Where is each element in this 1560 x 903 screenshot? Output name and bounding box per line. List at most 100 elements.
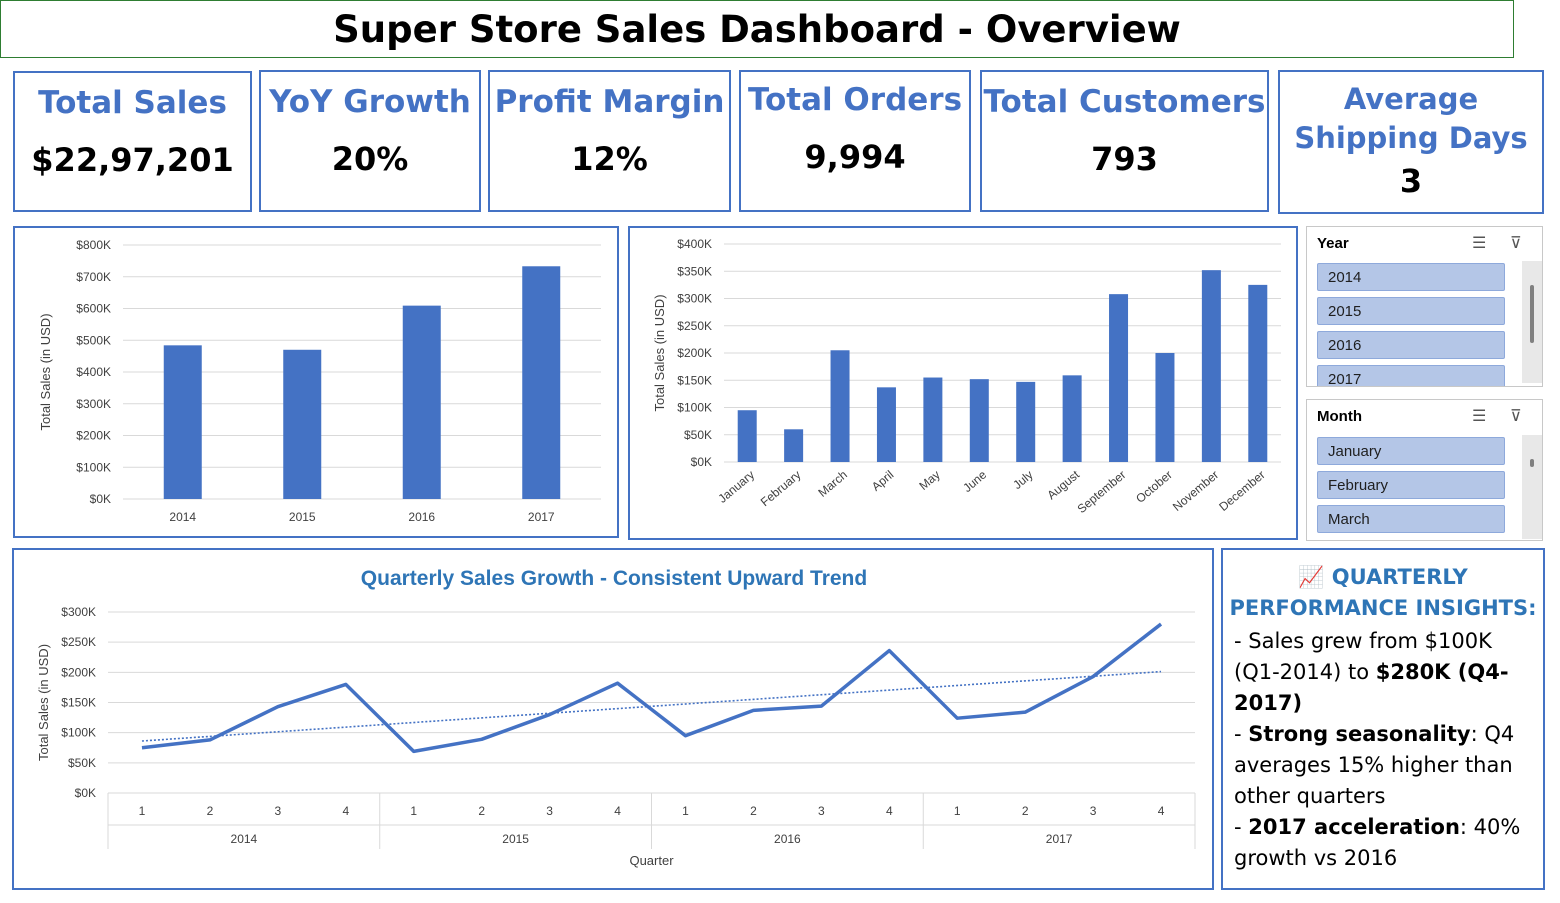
year-slicer-scrollbar[interactable] [1522, 261, 1542, 383]
x-tick-label: 2 [1022, 804, 1029, 818]
quarterly-sales-chart: Quarterly Sales Growth - Consistent Upwa… [36, 567, 1196, 868]
insight-bold: 2017 acceleration [1248, 815, 1460, 839]
insights-heading-text: QUARTERLY PERFORMANCE INSIGHTS: [1229, 565, 1537, 620]
y-tick-label: $100K [61, 726, 96, 740]
x-tick-label: 1 [410, 804, 417, 818]
x-tick-label: 1 [139, 804, 146, 818]
kpi-average-shipping-days: Average Shipping Days 3 [1278, 70, 1544, 214]
x-tick-label: February [758, 468, 804, 510]
insight-bold: $280K (Q4-2017) [1234, 660, 1509, 715]
slicer-item-march[interactable]: March [1317, 505, 1505, 533]
slicer-item-2015[interactable]: 2015 [1317, 297, 1505, 325]
y-tick-label: $100K [76, 460, 111, 474]
slicer-item-2016[interactable]: 2016 [1317, 331, 1505, 359]
slicer-item-2017[interactable]: 2017 [1317, 365, 1505, 386]
x-tick-label: October [1133, 468, 1175, 506]
clear-filter-icon[interactable]: ⊽ [1510, 408, 1522, 425]
x-tick-label: December [1216, 468, 1267, 514]
bar [969, 379, 989, 462]
yearly-sales-chart-panel: $0K $100K $200K $300K $400K $500K $600K $700K $8… [13, 226, 619, 538]
x-group-label: 2015 [502, 832, 529, 846]
x-tick-label: 2016 [408, 510, 435, 524]
kpi-total-orders: Total Orders 9,994 [739, 70, 971, 212]
x-tick-label: 2 [207, 804, 214, 818]
multi-select-icon[interactable]: ☰ [1472, 408, 1487, 425]
insight-text: - [1234, 815, 1249, 839]
x-axis-title: Quarter [629, 853, 674, 868]
insight-text: : 40% growth vs 2016 [1234, 815, 1521, 870]
x-tick-label: 4 [1158, 804, 1165, 818]
year-slicer[interactable]: Year ☰ ⊽ 2014 2015 2016 2017 [1306, 226, 1543, 387]
dashboard-title: Super Store Sales Dashboard - Overview [333, 8, 1181, 51]
x-tick-label: May [916, 468, 942, 493]
x-tick-label: 3 [275, 804, 282, 818]
y-tick-label: $50K [684, 428, 712, 442]
x-tick-label: 2014 [169, 510, 196, 524]
y-tick-label: $300K [76, 397, 111, 411]
x-tick-label: 3 [1090, 804, 1097, 818]
chart-title: Quarterly Sales Growth - Consistent Upwa… [361, 567, 867, 590]
x-tick-label: 1 [682, 804, 689, 818]
x-tick-label: 4 [886, 804, 893, 818]
y-tick-label: $800K [76, 238, 111, 252]
insights-heading: 📈 QUARTERLY PERFORMANCE INSIGHTS: [1223, 562, 1543, 624]
y-tick-label: $100K [677, 401, 712, 415]
y-tick-label: $200K [76, 429, 111, 443]
x-tick-label: 4 [342, 804, 349, 818]
year-slicer-list: 2014 2015 2016 2017 [1307, 261, 1544, 386]
scroll-thumb[interactable] [1530, 459, 1534, 467]
y-tick-label: $0K [75, 786, 96, 800]
x-tick-label: January [715, 468, 757, 506]
y-tick-label: $150K [61, 696, 96, 710]
x-tick-label: 2 [750, 804, 757, 818]
month-slicer-header: Month [1317, 408, 1362, 425]
x-group-label: 2016 [774, 832, 801, 846]
x-tick-label: 3 [546, 804, 553, 818]
insight-bold: Strong seasonality [1248, 722, 1471, 746]
bar [784, 429, 804, 462]
x-tick-label: November [1170, 468, 1221, 514]
y-tick-label: $200K [61, 665, 96, 679]
insight-text: - [1234, 722, 1249, 746]
insights-body: - Sales grew from $100K (Q1-2014) to $28… [1223, 626, 1543, 874]
kpi-label: Total Customers [983, 84, 1266, 120]
chart-increasing-icon: 📈 [1298, 565, 1325, 589]
multi-select-icon[interactable]: ☰ [1472, 235, 1487, 252]
month-slicer[interactable]: Month ☰ ⊽ January February March [1306, 399, 1543, 541]
x-tick-label: April [869, 468, 896, 494]
insights-panel: 📈 QUARTERLY PERFORMANCE INSIGHTS: - Sale… [1221, 548, 1545, 890]
slicer-item-february[interactable]: February [1317, 471, 1505, 499]
slicer-item-january[interactable]: January [1317, 437, 1505, 465]
kpi-yoy-growth: YoY Growth 20% [259, 70, 481, 212]
bar [1201, 270, 1221, 462]
yearly-sales-chart: $0K $100K $200K $300K $400K $500K $600K $700K $8… [38, 238, 601, 524]
y-tick-label: $300K [61, 605, 96, 619]
x-group-label: 2017 [1046, 832, 1073, 846]
y-tick-label: $250K [677, 319, 712, 333]
kpi-label: YoY Growth [269, 84, 471, 120]
kpi-label: Average Shipping Days [1294, 82, 1528, 155]
y-tick-label: $0K [90, 492, 111, 506]
x-tick-label: 2 [478, 804, 485, 818]
slicer-item-2014[interactable]: 2014 [1317, 263, 1505, 291]
bar [1062, 375, 1082, 462]
bar [1248, 284, 1268, 462]
bar [522, 266, 561, 499]
bar [402, 305, 441, 499]
scroll-thumb[interactable] [1530, 285, 1534, 343]
year-slicer-header: Year [1317, 235, 1349, 252]
bar [1016, 381, 1036, 462]
insight-line: - Sales grew from $100K (Q1-2014) to $28… [1234, 626, 1537, 719]
month-slicer-scrollbar[interactable] [1522, 435, 1542, 539]
x-tick-label: September [1075, 468, 1129, 516]
kpi-total-sales: Total Sales $22,97,201 [13, 71, 252, 212]
dashboard-title-box: Super Store Sales Dashboard - Overview [0, 0, 1514, 58]
x-tick-label: 4 [614, 804, 621, 818]
month-slicer-list: January February March [1307, 435, 1544, 541]
kpi-value: 12% [571, 140, 648, 178]
bar [1109, 294, 1129, 462]
clear-filter-icon[interactable]: ⊽ [1510, 235, 1522, 252]
bar [876, 387, 896, 462]
kpi-label: Total Sales [38, 85, 227, 121]
y-tick-label: $400K [677, 237, 712, 251]
